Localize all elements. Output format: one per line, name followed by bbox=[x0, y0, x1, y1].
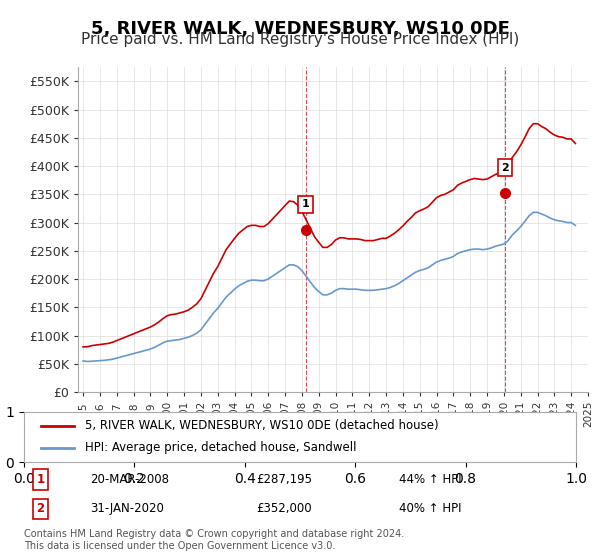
Text: 20-MAR-2008: 20-MAR-2008 bbox=[90, 473, 169, 486]
Text: 1: 1 bbox=[302, 199, 310, 209]
Text: Price paid vs. HM Land Registry's House Price Index (HPI): Price paid vs. HM Land Registry's House … bbox=[81, 32, 519, 48]
Text: 2: 2 bbox=[502, 163, 509, 172]
Text: HPI: Average price, detached house, Sandwell: HPI: Average price, detached house, Sand… bbox=[85, 441, 356, 454]
Text: £287,195: £287,195 bbox=[256, 473, 312, 486]
Text: 31-JAN-2020: 31-JAN-2020 bbox=[90, 502, 164, 515]
Text: 5, RIVER WALK, WEDNESBURY, WS10 0DE: 5, RIVER WALK, WEDNESBURY, WS10 0DE bbox=[91, 20, 509, 38]
Text: £352,000: £352,000 bbox=[256, 502, 311, 515]
Text: 2: 2 bbox=[37, 502, 44, 515]
Text: 44% ↑ HPI: 44% ↑ HPI bbox=[400, 473, 462, 486]
Text: 1: 1 bbox=[37, 473, 44, 486]
Text: Contains HM Land Registry data © Crown copyright and database right 2024.
This d: Contains HM Land Registry data © Crown c… bbox=[24, 529, 404, 551]
Text: 5, RIVER WALK, WEDNESBURY, WS10 0DE (detached house): 5, RIVER WALK, WEDNESBURY, WS10 0DE (det… bbox=[85, 419, 439, 432]
Text: 40% ↑ HPI: 40% ↑ HPI bbox=[400, 502, 462, 515]
